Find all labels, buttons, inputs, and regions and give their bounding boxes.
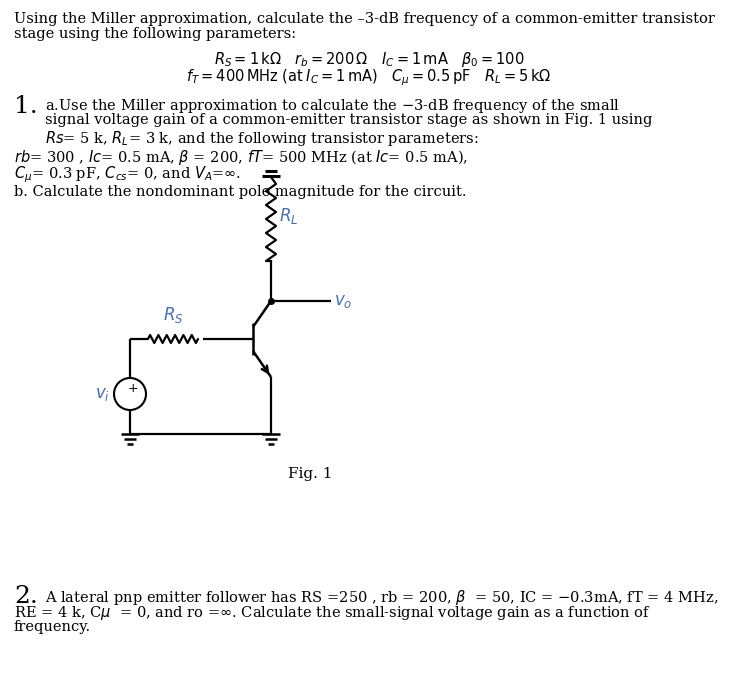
Text: $f_T = 400\,\mathrm{MHz}\;(\mathrm{at}\;I_C = 1\,\mathrm{mA})\quad C_\mu = 0.5\,: $f_T = 400\,\mathrm{MHz}\;(\mathrm{at}\;…	[187, 67, 551, 88]
Text: Fig. 1: Fig. 1	[288, 467, 332, 481]
Text: $R_S$: $R_S$	[162, 305, 183, 325]
Text: $v_o$: $v_o$	[334, 292, 353, 310]
Text: 2.: 2.	[14, 585, 38, 608]
Text: $C_\mu$= 0.3 pF, $C_{cs}$= 0, and $V_A$=$\infty$.: $C_\mu$= 0.3 pF, $C_{cs}$= 0, and $V_A$=…	[14, 164, 241, 185]
Text: $R_L$: $R_L$	[279, 206, 298, 226]
Text: $\it{rb}$= 300 , $\it{Ic}$= 0.5 mA, $\beta$ = 200, $\it{fT}$= 500 MHz (at $\it{I: $\it{rb}$= 300 , $\it{Ic}$= 0.5 mA, $\be…	[14, 148, 468, 167]
Text: +: +	[128, 381, 138, 394]
Text: 1.: 1.	[14, 95, 38, 118]
Text: A lateral pnp emitter follower has RS =250 , rb = 200, $\beta$  = 50, IC = $-$0.: A lateral pnp emitter follower has RS =2…	[45, 588, 718, 607]
Text: RE = 4 k, C$\mu$  = 0, and ro =$\infty$. Calculate the small-signal voltage gain: RE = 4 k, C$\mu$ = 0, and ro =$\infty$. …	[14, 604, 651, 622]
Text: $v_i$: $v_i$	[95, 385, 110, 403]
Text: b. Calculate the nondominant pole magnitude for the circuit.: b. Calculate the nondominant pole magnit…	[14, 185, 466, 199]
Text: stage using the following parameters:: stage using the following parameters:	[14, 27, 296, 41]
Text: signal voltage gain of a common-emitter transistor stage as shown in Fig. 1 usin: signal voltage gain of a common-emitter …	[45, 113, 652, 127]
Text: $Rs$= 5 k, $R_L$= 3 k, and the following transistor parameters:: $Rs$= 5 k, $R_L$= 3 k, and the following…	[45, 129, 479, 148]
Text: a.Use the Miller approximation to calculate the $-$3-dB frequency of the small: a.Use the Miller approximation to calcul…	[45, 97, 620, 115]
Text: frequency.: frequency.	[14, 620, 91, 634]
Text: $R_S = 1\,\mathrm{k}\Omega\quad r_b = 200\,\Omega\quad I_C = 1\,\mathrm{mA}\quad: $R_S = 1\,\mathrm{k}\Omega\quad r_b = 20…	[214, 50, 524, 69]
Text: Using the Miller approximation, calculate the –3-dB frequency of a common-emitte: Using the Miller approximation, calculat…	[14, 12, 715, 26]
